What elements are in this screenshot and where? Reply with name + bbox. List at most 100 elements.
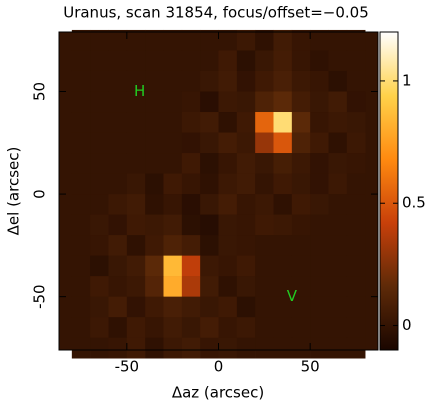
heatmap-cell <box>346 91 366 113</box>
heatmap-cell <box>126 112 146 133</box>
heatmap-cell <box>90 70 109 92</box>
heatmap-cell <box>163 153 183 174</box>
heatmap-cell <box>255 337 274 359</box>
heatmap-cell <box>218 70 238 92</box>
heatmap-cell <box>328 296 348 318</box>
heatmap-cell <box>328 337 348 359</box>
heatmap-cell <box>255 194 274 215</box>
heatmap-cell <box>200 235 219 256</box>
heatmap-cell <box>328 50 348 72</box>
heatmap-cell <box>310 255 329 277</box>
heatmap-cell <box>255 153 274 174</box>
y-tick-label: -50 <box>31 284 49 309</box>
heatmap-cell <box>108 50 128 72</box>
heatmap-cell <box>218 214 238 236</box>
heatmap-cell <box>200 153 219 174</box>
heatmap-cell <box>181 173 201 195</box>
y-tick-label: 50 <box>31 82 49 101</box>
heatmap-cell <box>181 337 201 359</box>
heatmap-cell <box>236 50 256 72</box>
heatmap-cell <box>126 276 146 297</box>
heatmap-cell <box>236 29 256 51</box>
heatmap-cell <box>145 70 164 92</box>
heatmap-cell <box>273 29 293 51</box>
heatmap-cell <box>328 29 348 51</box>
heatmap-cell <box>90 194 109 215</box>
heatmap-cell <box>181 194 201 215</box>
heatmap-cell <box>291 194 311 215</box>
heatmap-cell <box>346 173 366 195</box>
heatmap-cell <box>145 132 164 154</box>
heatmap-cell <box>181 112 201 133</box>
heatmap-cell <box>255 173 274 195</box>
heatmap-cell <box>108 276 128 297</box>
chart-title: Uranus, scan 31854, focus/offset=−0.05 <box>63 4 369 22</box>
heatmap-cell <box>291 337 311 359</box>
heatmap-cell <box>346 317 366 338</box>
heatmap-cell <box>328 153 348 174</box>
heatmap-cell <box>145 276 164 297</box>
heatmap-cell <box>163 112 183 133</box>
heatmap-cell <box>71 132 91 154</box>
heatmap-cell <box>126 317 146 338</box>
heatmap-cell <box>236 276 256 297</box>
heatmap-cell <box>90 255 109 277</box>
heatmap-cell <box>108 317 128 338</box>
heatmap-cell <box>310 337 329 359</box>
heatmap-cell <box>163 317 183 338</box>
y-tick-label: 0 <box>31 189 49 199</box>
heatmap-cell <box>145 194 164 215</box>
heatmap-cell <box>200 337 219 359</box>
heatmap-cell <box>200 173 219 195</box>
heatmap-cell <box>71 235 91 256</box>
heatmap-cell <box>310 173 329 195</box>
heatmap-cell <box>218 50 238 72</box>
heatmap-cell <box>273 50 293 72</box>
heatmap-cell <box>181 70 201 92</box>
heatmap-cell <box>328 132 348 154</box>
heatmap-cell <box>90 29 109 51</box>
heatmap-cell <box>200 296 219 318</box>
heatmap-cell <box>90 112 109 133</box>
heatmap-cell <box>346 70 366 92</box>
heatmap-cell <box>236 132 256 154</box>
x-tick-label: 0 <box>214 358 224 376</box>
heatmap-cell <box>181 153 201 174</box>
heatmap-cell <box>346 29 366 51</box>
heatmap-cell <box>236 337 256 359</box>
heatmap-cell <box>310 29 329 51</box>
heatmap-cell <box>236 112 256 133</box>
heatmap-cell <box>145 173 164 195</box>
heatmap-cell <box>273 70 293 92</box>
heatmap-cell <box>163 194 183 215</box>
heatmap-cell <box>71 296 91 318</box>
heatmap-cell <box>163 173 183 195</box>
heatmap-cell <box>108 29 128 51</box>
heatmap-cell <box>273 194 293 215</box>
heatmap-cell <box>108 153 128 174</box>
heatmap-cell <box>218 91 238 113</box>
heatmap-cell <box>255 235 274 256</box>
heatmap-cell <box>181 91 201 113</box>
heatmap-cell <box>200 194 219 215</box>
heatmap-cell <box>200 70 219 92</box>
heatmap-cell <box>255 70 274 92</box>
heatmap-cell <box>163 50 183 72</box>
heatmap-cell <box>71 276 91 297</box>
heatmap-cell <box>218 29 238 51</box>
heatmap-cell <box>291 112 311 133</box>
heatmap-cell <box>90 214 109 236</box>
heatmap-cell <box>346 235 366 256</box>
heatmap-cell <box>126 214 146 236</box>
heatmap-cell <box>200 317 219 338</box>
heatmap-cell <box>291 29 311 51</box>
heatmap-cell <box>71 70 91 92</box>
heatmap-cell <box>236 70 256 92</box>
heatmap-cell <box>200 132 219 154</box>
heatmap-cell <box>126 132 146 154</box>
heatmap-cell <box>126 50 146 72</box>
heatmap-cell <box>145 317 164 338</box>
heatmap-cell <box>126 153 146 174</box>
heatmap-cell <box>200 214 219 236</box>
